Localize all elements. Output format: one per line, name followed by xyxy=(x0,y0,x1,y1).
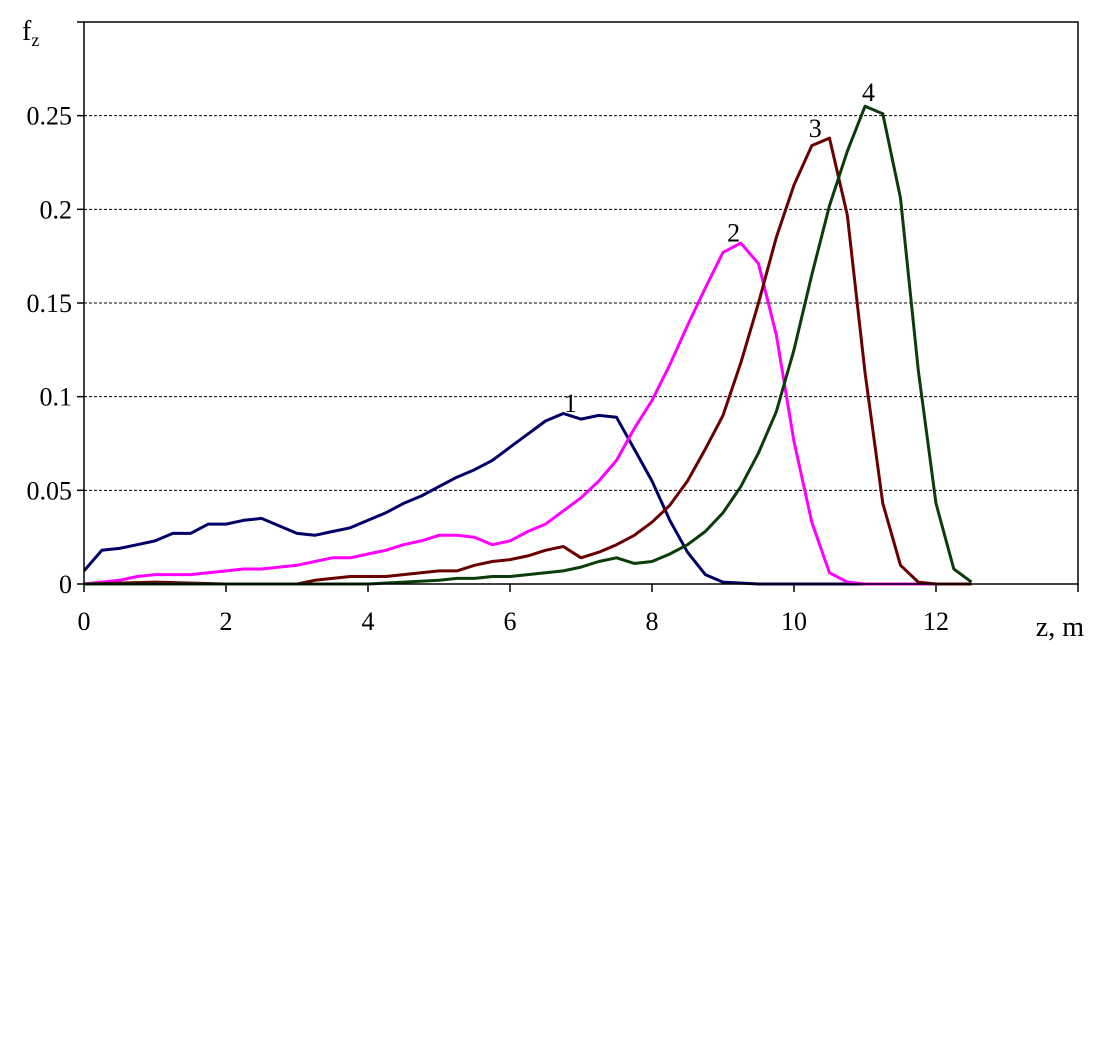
curve-label-1: 1 xyxy=(564,389,577,418)
gridlines xyxy=(84,115,1078,491)
plot-frame xyxy=(83,21,1079,585)
curve-label-4: 4 xyxy=(862,78,875,107)
y-tick-label: 0.05 xyxy=(27,476,73,505)
y-tick-label: 0.1 xyxy=(40,383,73,412)
x-tick-label: 2 xyxy=(220,607,233,636)
curve-labels: 1 2 3 4 xyxy=(564,78,875,418)
x-tick-label: 10 xyxy=(781,607,807,636)
x-tick-label: 0 xyxy=(78,607,91,636)
y-tick-label: 0.15 xyxy=(27,289,73,318)
x-tick-label: 4 xyxy=(362,607,375,636)
tick-labels: 00.050.10.150.20.250 2 4 6 8 10 12 xyxy=(27,102,950,636)
y-tick-label: 0 xyxy=(59,570,72,599)
y-axis-label: fz xyxy=(22,16,39,50)
y-tick-label: 0.25 xyxy=(27,102,73,131)
series-line-1 xyxy=(82,412,936,586)
series-line-2 xyxy=(83,241,936,586)
series-lines xyxy=(82,104,973,586)
x-tick-label: 12 xyxy=(923,607,949,636)
y-tick-label: 0.2 xyxy=(40,195,73,224)
curve-label-2: 2 xyxy=(727,219,740,248)
curve-label-3: 3 xyxy=(809,114,822,143)
series-line-3 xyxy=(83,136,972,586)
y-axis-label-main: f xyxy=(22,16,32,47)
series-line-4 xyxy=(84,104,973,586)
y-axis-label-subscript: z xyxy=(31,30,39,50)
x-axis-label: z, m xyxy=(1036,612,1084,643)
x-tick-label: 6 xyxy=(504,607,517,636)
x-tick-label: 8 xyxy=(646,607,659,636)
